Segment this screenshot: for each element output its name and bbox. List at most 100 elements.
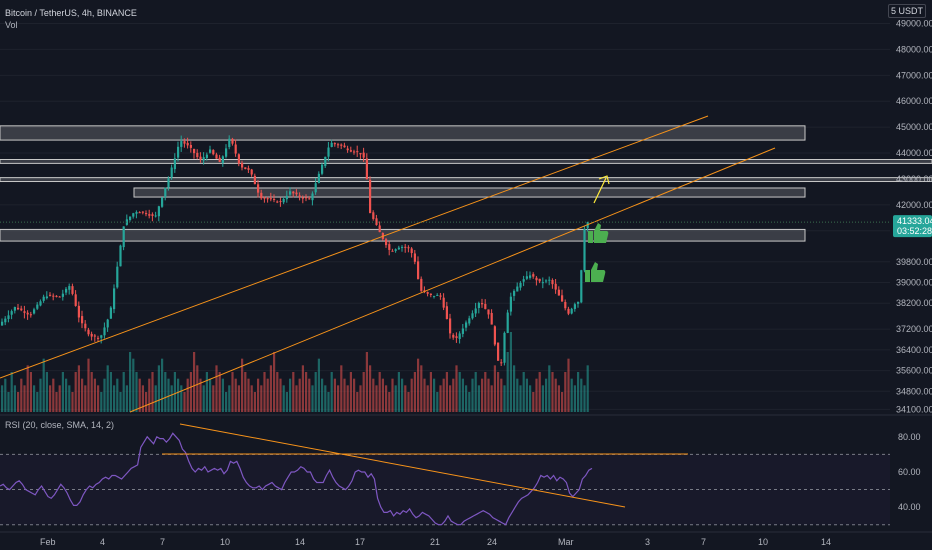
volume-bar [263,372,266,412]
volume-bar [39,378,42,412]
volume-bar [388,392,391,412]
currency-label: USDT [898,6,924,16]
volume-bar [61,372,64,412]
price-tick-label: 39000.00 [896,278,932,288]
candle-body [29,314,32,316]
candle-body [557,289,560,296]
candles [1,135,589,366]
volume-bar [106,365,109,412]
candle-body [474,308,477,314]
volume-bar [90,372,93,412]
time-tick-label: 7 [701,537,706,547]
time-tick-label: 14 [295,537,305,547]
candle-body [1,321,4,326]
volume-bar [513,365,516,412]
volume-bar [497,372,500,412]
volume-bar [545,378,548,412]
time-axis[interactable]: Feb 4 7 10 14 17 21 24 Mar 3 7 10 14 [0,531,932,547]
volume-bar [525,378,528,412]
candle-body [369,179,372,213]
candle-body [205,154,208,158]
volume-bar [353,378,356,412]
rsi-downtrend-line[interactable] [179,423,626,508]
candle-body [42,296,45,301]
rsi-title[interactable]: RSI (20, close, SMA, 14, 2) [5,420,115,430]
currency-selector[interactable]: 5 USDT [887,4,926,18]
candle-body [170,167,173,178]
volume-bar [503,385,506,412]
volume-bar [442,378,445,412]
volume-bar [452,378,455,412]
volume-bar [74,372,77,412]
volume-bar [183,392,186,412]
candle-body [503,332,506,363]
volume-bar [391,378,394,412]
volume-bar [129,352,132,412]
price-tick-label: 35600.00 [896,366,932,376]
thumbs-up-icon [585,262,606,282]
rsi-pane [0,423,890,526]
volume-bar [365,352,368,412]
volume-bar [93,378,96,412]
volume-bar [116,378,119,412]
volume-bar [305,372,308,412]
candle-body [106,319,109,328]
candle-body [452,334,455,338]
volume-bar [122,372,125,412]
candle-body [561,295,564,302]
candle-body [449,318,452,334]
candle-body [164,187,167,197]
volume-bar [493,365,496,412]
candle-body [71,286,74,294]
volume-bar [77,365,80,412]
candle-body [577,302,580,304]
volume-bar [471,378,474,412]
candle-body [122,226,125,248]
volume-bar [317,358,320,412]
volume-bar [417,358,420,412]
volume-bar [244,372,247,412]
time-tick-label: 4 [100,537,105,547]
time-tick-label: 10 [220,537,230,547]
price-axis[interactable]: 49000.00 48000.00 47000.00 46000.00 45000.00… [893,19,932,513]
candle-body [573,304,576,309]
candle-body [420,278,423,291]
candle-body [13,307,16,311]
volume-bar [273,352,276,412]
volume-bar [52,378,55,412]
candle-body [263,197,266,199]
volume-bar [465,385,468,412]
volume-bar [330,372,333,412]
volume-bar [205,372,208,412]
volume-bar [113,385,116,412]
volume-bar [260,385,263,412]
rsi-tick-label: 60.00 [898,467,921,477]
symbol-title[interactable]: Bitcoin / TetherUS, 4h, BINANCE [5,8,137,18]
candle-body [260,192,263,199]
candle-body [493,326,496,345]
candle-body [394,249,397,251]
candle-body [388,244,391,250]
candle-body [583,228,586,271]
volume-bar [247,378,250,412]
volume-bar [231,372,234,412]
volume-bar [276,372,279,412]
candle-body [138,212,141,214]
volume-bar [17,392,20,412]
price-tick-label: 48000.00 [896,44,932,54]
rsi-tick-label: 80.00 [898,432,921,442]
candle-body [23,311,26,313]
lower-channel-line[interactable] [129,147,776,413]
volume-bar [346,385,349,412]
trendlines[interactable] [0,115,890,413]
candle-body [218,157,221,162]
candle-body [231,138,234,144]
volume-bars [1,332,589,412]
volume-bar [282,385,285,412]
candle-body [375,218,378,225]
candle-body [17,307,20,310]
upper-channel-line[interactable] [0,115,709,379]
candle-body [353,151,356,153]
volume-bar [215,365,218,412]
